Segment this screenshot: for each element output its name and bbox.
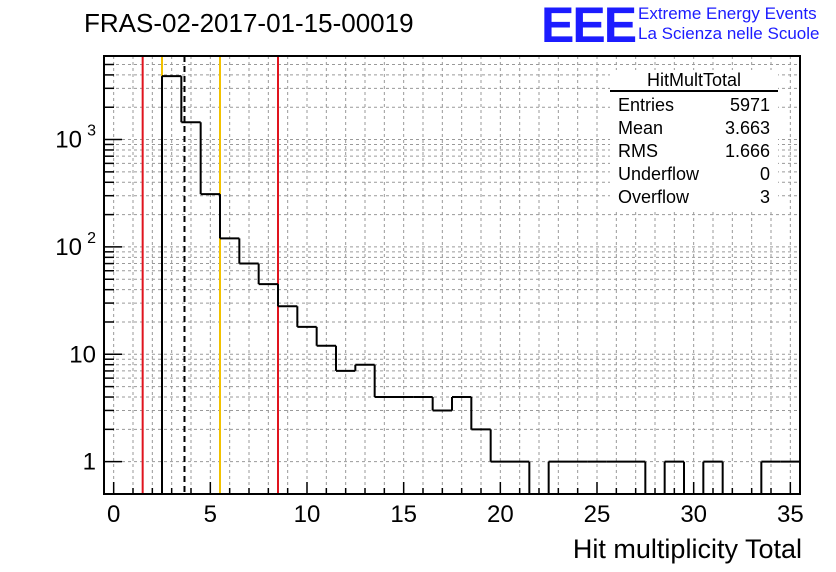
y-tick-label: 10 [55, 127, 82, 154]
histogram-bar [161, 75, 182, 494]
x-axis-label: Hit multiplicity Total [572, 534, 802, 564]
stats-label: Entries [618, 95, 675, 115]
stats-row-entries: Entries 5971 [610, 94, 778, 117]
histogram-bar [547, 460, 568, 494]
histogram-bar [431, 397, 452, 412]
histogram-bar [296, 306, 317, 328]
x-tick-label: 15 [390, 501, 417, 528]
chart-title: FRAS-02-2017-01-15-00019 [84, 8, 414, 38]
stats-label: RMS [618, 141, 658, 161]
stats-value: 5971 [729, 95, 770, 115]
histogram-bar [663, 460, 684, 494]
histogram-bar [354, 363, 375, 371]
y-tick-label: 1 [83, 449, 96, 476]
stats-label: Overflow [618, 187, 690, 207]
histogram-bar [199, 122, 220, 196]
y-tick-label: 10 [55, 234, 82, 261]
histogram-bar [180, 76, 201, 124]
logo-line-1: Extreme Energy Events [638, 4, 817, 23]
stats-label: Underflow [618, 164, 700, 184]
eee-logo: EEE [541, 0, 637, 53]
y-tick-exponent: 3 [87, 123, 96, 140]
logo-line-2: La Scienza nelle Scuole [638, 24, 820, 43]
x-tick-label: 5 [204, 501, 217, 528]
stats-row-overflow: Overflow 3 [610, 186, 778, 209]
plot-frame [103, 55, 801, 495]
stats-row-underflow: Underflow 0 [610, 163, 778, 186]
stats-box: HitMultTotal Entries 5971 Mean 3.663 RMS… [610, 70, 778, 209]
x-tick-label: 35 [777, 501, 804, 528]
histogram-bar [702, 460, 723, 494]
x-tick-label: 0 [107, 501, 120, 528]
x-tick-label: 20 [487, 501, 514, 528]
y-tick-exponent: 2 [87, 230, 96, 247]
histogram-bar [219, 194, 240, 240]
histogram-bar [238, 238, 259, 265]
histogram-bar [470, 397, 491, 431]
x-tick-label: 25 [584, 501, 611, 528]
stats-value: 1.666 [724, 141, 770, 161]
stats-value: 0 [759, 164, 770, 184]
stats-label: Mean [618, 118, 664, 138]
stats-row-mean: Mean 3.663 [610, 117, 778, 140]
histogram-bar [277, 284, 298, 308]
x-tick-label: 30 [680, 501, 707, 528]
histogram-bar [257, 263, 278, 286]
histogram-bar [335, 345, 356, 372]
histogram-bar [451, 396, 472, 411]
stats-row-rms: RMS 1.666 [610, 140, 778, 163]
stats-name: HitMultTotal [610, 70, 778, 92]
stats-value: 3.663 [724, 118, 770, 138]
stats-value: 3 [759, 187, 770, 207]
histogram-bar [373, 364, 394, 399]
y-axis-ticks: 1 10 10 2 10 3 [55, 63, 122, 476]
histogram-bar [760, 460, 781, 494]
histogram-bar [315, 326, 336, 347]
y-tick-label: 10 [69, 341, 96, 368]
x-axis-ticks: 0 5 10 15 20 25 30 35 [107, 482, 804, 528]
histogram-bar [489, 429, 510, 463]
x-tick-label: 10 [294, 501, 321, 528]
histogram-bars [161, 75, 801, 494]
